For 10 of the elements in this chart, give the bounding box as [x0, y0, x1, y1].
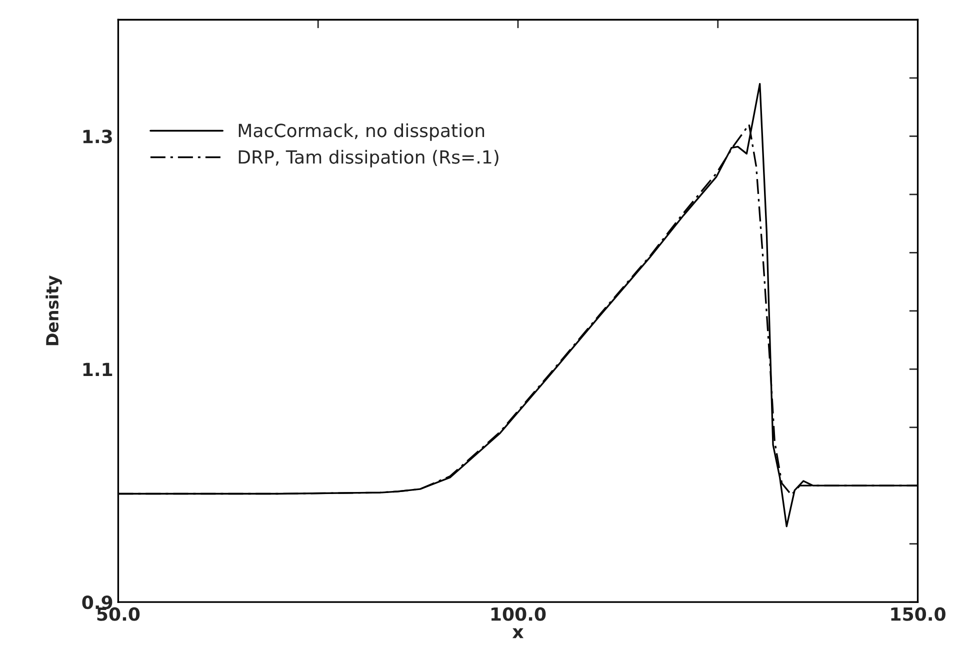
x-axis-title: x	[512, 628, 524, 638]
legend-label: DRP, Tam dissipation (Rs=.1)	[238, 150, 498, 168]
y-tick-label: 1.3	[83, 130, 112, 144]
x-tick-label: 50.0	[97, 607, 140, 621]
y-tick-label: 1.1	[83, 362, 112, 376]
legend-label: MacCormack, no disspation	[238, 123, 484, 141]
y-tick-label: 0.9	[82, 596, 112, 610]
x-tick-label: 100.0	[491, 607, 546, 621]
x-tick-label: 150.0	[891, 607, 946, 621]
y-axis-title: Density	[46, 275, 62, 346]
